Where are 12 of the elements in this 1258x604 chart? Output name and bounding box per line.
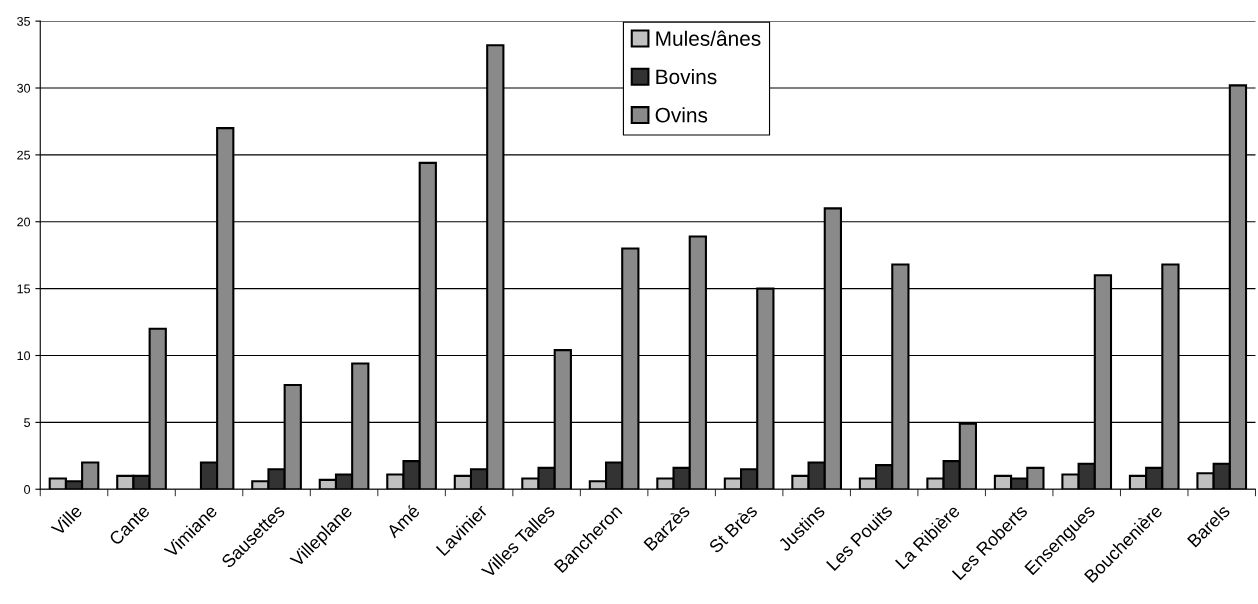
y-tick-label: 10 [17, 351, 31, 361]
y-tick-label: 0 [24, 485, 31, 494]
y-tick-label: 15 [17, 284, 31, 294]
y-tick-label: 35 [17, 16, 31, 26]
x-tick-label: Ville [50, 503, 83, 537]
y-tick-label: 25 [17, 150, 31, 160]
legend-label: Bovins [656, 68, 717, 85]
y-tick-label: 20 [17, 217, 31, 227]
legend-label: Mules/ânes [656, 30, 761, 46]
legend-label: Ovins [655, 107, 708, 123]
y-tick-label: 5 [24, 418, 31, 428]
y-tick-label: 30 [17, 83, 31, 93]
